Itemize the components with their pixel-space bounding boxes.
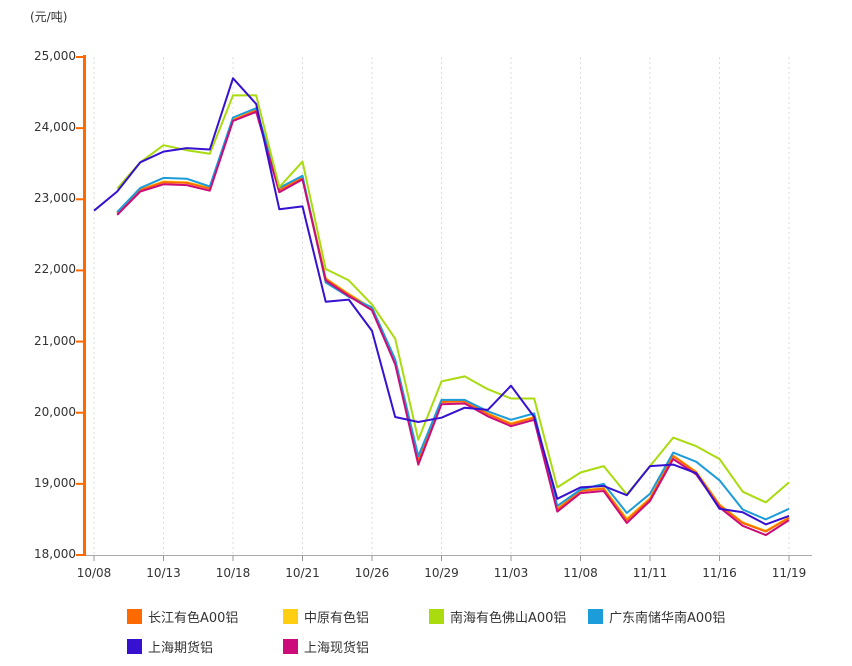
x-axis-tick-label: 10/26 xyxy=(354,566,390,580)
legend-swatch xyxy=(127,638,142,654)
y-axis-tick-label: 18,000 xyxy=(34,547,76,561)
legend-swatch xyxy=(283,608,298,624)
x-axis-tick-label: 11/08 xyxy=(563,566,598,580)
x-axis-tick-label: 10/21 xyxy=(285,566,320,580)
legend-item: 南海有色佛山A00铝 xyxy=(429,608,567,626)
legend-item: 上海现货铝 xyxy=(283,638,370,656)
series-line-广东南储华南A00铝 xyxy=(116,107,790,521)
legend-label: 长江有色A00铝 xyxy=(148,610,239,626)
y-axis-tick-label: 24,000 xyxy=(34,120,76,135)
y-axis-unit-label: (元/吨) xyxy=(30,10,68,24)
series-line-上海现货铝 xyxy=(116,110,790,537)
legend-label: 广东南储华南A00铝 xyxy=(609,610,726,626)
x-axis-tick-label: 10/13 xyxy=(146,566,181,580)
legend-swatch xyxy=(283,638,298,654)
series-line-上海期货铝 xyxy=(93,77,790,526)
legend-item: 中原有色铝 xyxy=(283,608,370,626)
legend-label: 上海现货铝 xyxy=(304,640,370,656)
y-axis-tick-label: 25,000 xyxy=(34,49,76,63)
series-line-南海有色佛山A00铝 xyxy=(116,94,790,504)
x-axis-tick-label: 11/16 xyxy=(702,566,737,580)
y-axis-tick-label: 19,000 xyxy=(34,475,76,490)
x-axis-tick-label: 11/11 xyxy=(632,566,668,580)
legend-label: 上海期货铝 xyxy=(148,640,214,656)
y-axis-tick-label: 20,000 xyxy=(34,404,76,419)
price-chart-svg xyxy=(76,55,812,561)
legend-item: 广东南储华南A00铝 xyxy=(588,608,726,626)
y-axis-tick-label: 21,000 xyxy=(34,333,76,348)
legend-label: 南海有色佛山A00铝 xyxy=(450,610,567,626)
y-axis-tick-label: 22,000 xyxy=(34,262,76,277)
legend-label: 中原有色铝 xyxy=(304,610,370,626)
x-axis-tick-label: 10/08 xyxy=(76,566,112,580)
legend-swatch xyxy=(127,608,142,624)
legend-swatch xyxy=(588,608,603,624)
legend-swatch xyxy=(429,608,444,624)
legend-item: 上海期货铝 xyxy=(127,638,214,656)
y-axis-tick-label: 23,000 xyxy=(34,191,76,206)
x-axis-tick-label: 10/18 xyxy=(215,566,251,580)
x-axis-tick-label: 11/19 xyxy=(771,566,807,580)
legend-item: 长江有色A00铝 xyxy=(127,608,239,626)
x-axis-tick-label: 10/29 xyxy=(424,566,459,580)
x-axis-tick-label: 11/03 xyxy=(493,566,529,580)
